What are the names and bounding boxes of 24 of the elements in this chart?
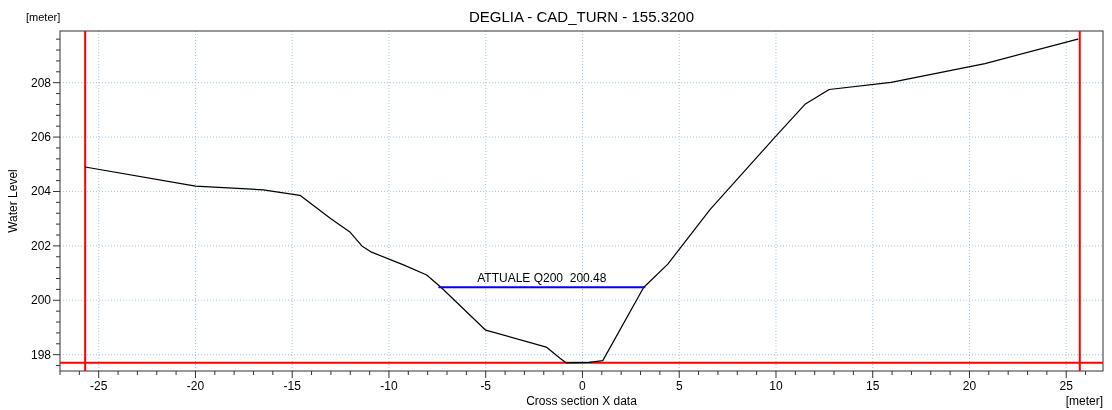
- x-tick-label: 20: [962, 379, 977, 393]
- x-tick-label: 10: [769, 379, 783, 393]
- y-tick-label: 206: [30, 130, 52, 145]
- x-tick-label: 15: [866, 379, 880, 393]
- y-tick-label: 208: [30, 75, 52, 90]
- x-tick-label: 5: [675, 379, 683, 393]
- y-tick-label: 202: [30, 238, 52, 253]
- series-label: ATTUALE Q200 200.48: [477, 271, 607, 286]
- x-tick-label: -5: [480, 379, 492, 393]
- line-series: [84, 38, 1079, 364]
- x-tick-label: -15: [283, 379, 302, 393]
- y-tick-label: 198: [30, 347, 52, 362]
- y-tick-label: 200: [30, 293, 52, 308]
- chart-title: DEGLIA - CAD_TURN - 155.3200: [468, 8, 695, 25]
- y-axis-title: Water Level: [6, 169, 20, 233]
- x-axis-title: Cross section X data: [526, 394, 638, 408]
- x-tick-label: -25: [90, 379, 108, 393]
- y-tick-label: 204: [30, 184, 52, 199]
- x-tick-label: 25: [1059, 379, 1074, 393]
- x-tick-label: -20: [186, 379, 205, 393]
- x-tick-label: 0: [579, 379, 587, 393]
- text: [meter]: [1065, 394, 1103, 408]
- text: [meter]: [26, 11, 61, 23]
- x-tick-label: -10: [380, 379, 398, 393]
